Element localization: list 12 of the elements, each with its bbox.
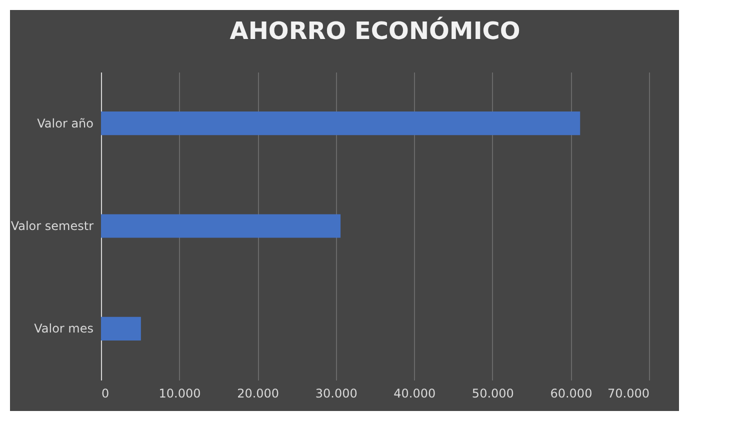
y-tick-label: Valor mes <box>34 322 94 336</box>
x-tick-label: 0 <box>102 386 110 400</box>
x-tick-label: 10.000 <box>158 386 201 400</box>
chart-title: AHORRO ECONÓMICO <box>230 16 520 45</box>
x-tick-label: 60.000 <box>550 386 592 400</box>
y-tick-label: Valor año <box>37 116 94 130</box>
y-tick-label: Valor semestr <box>10 219 94 233</box>
x-tick-label: 50.000 <box>472 386 514 400</box>
x-tick-label: 40.000 <box>394 386 436 400</box>
x-tick-label: 70.000 <box>608 386 650 400</box>
x-tick-label: 20.000 <box>237 386 280 400</box>
x-tick-label: 30.000 <box>315 386 358 400</box>
